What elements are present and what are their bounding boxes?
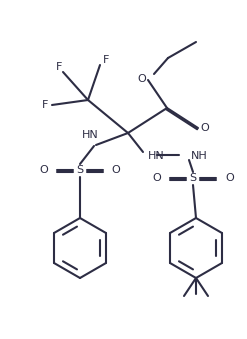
Text: F: F bbox=[56, 62, 62, 72]
Text: S: S bbox=[189, 173, 197, 183]
Text: O: O bbox=[138, 74, 146, 84]
Text: F: F bbox=[103, 55, 109, 65]
Text: NH: NH bbox=[191, 151, 208, 161]
Text: O: O bbox=[40, 165, 48, 175]
Text: O: O bbox=[112, 165, 120, 175]
Text: HN: HN bbox=[82, 130, 98, 140]
Text: O: O bbox=[226, 173, 234, 183]
Text: O: O bbox=[201, 123, 209, 133]
Text: S: S bbox=[76, 165, 83, 175]
Text: F: F bbox=[42, 100, 48, 110]
Text: HN: HN bbox=[148, 151, 165, 161]
Text: O: O bbox=[153, 173, 161, 183]
